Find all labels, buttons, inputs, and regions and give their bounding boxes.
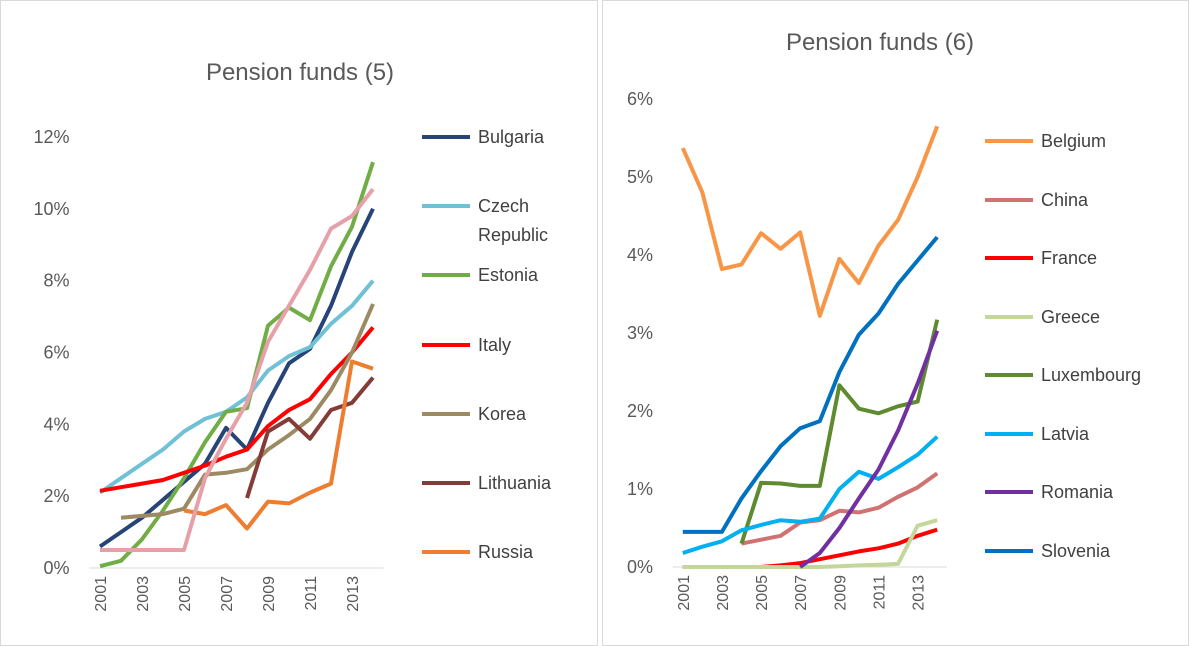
legend-label: Slovenia <box>1041 541 1111 561</box>
x-tick-label: 2005 <box>754 575 771 611</box>
legend-swatch <box>422 135 470 139</box>
legend-label: Russia <box>478 542 534 562</box>
legend-item: Estonia <box>422 261 574 290</box>
series-line <box>682 435 939 555</box>
legend-swatch <box>985 314 1033 319</box>
legend-item: Bulgaria <box>422 123 574 152</box>
legend-item: Greece <box>985 303 1137 332</box>
legend-swatch <box>422 273 470 278</box>
series-line <box>98 207 375 549</box>
legend-label: Bulgaria <box>478 127 545 147</box>
legend-item: Romania <box>985 478 1137 507</box>
series-line <box>99 161 375 569</box>
series-line <box>183 359 374 531</box>
y-tick-label: 8% <box>43 271 69 291</box>
y-tick-label: 0% <box>43 558 69 578</box>
chart-title: Pension funds (6) <box>786 29 974 56</box>
legend-label: Czech Republic <box>478 196 549 246</box>
x-tick-label: 2003 <box>715 575 732 611</box>
x-tick-label: 2009 <box>832 575 849 611</box>
legend-swatch <box>985 139 1033 143</box>
x-tick-label: 2001 <box>93 576 110 612</box>
series-line <box>682 235 939 534</box>
legend-label: Belgium <box>1041 131 1107 151</box>
x-tick-label: 2013 <box>345 576 362 612</box>
legend-label: Lithuania <box>478 472 552 493</box>
series-line <box>99 326 375 493</box>
series-line <box>245 376 375 499</box>
series-line <box>98 279 375 495</box>
legend-label: Greece <box>1041 306 1101 327</box>
legend-label: Italy <box>478 334 512 355</box>
legend-item: Korea <box>422 400 574 429</box>
y-tick-label: 5% <box>627 167 653 187</box>
legend-item: France <box>985 244 1137 273</box>
legend-swatch <box>422 204 470 209</box>
legend-swatch <box>985 431 1033 436</box>
legend-label: China <box>1041 189 1089 210</box>
x-tick-label: 2001 <box>676 575 693 611</box>
legend-label: Latvia <box>1041 423 1090 444</box>
series-line <box>680 125 940 318</box>
legend-swatch <box>985 197 1033 202</box>
legend-label: Korea <box>478 403 527 424</box>
series-line <box>741 471 939 546</box>
series-line <box>120 303 375 520</box>
y-tick-label: 3% <box>627 323 653 343</box>
legend-swatch <box>422 411 470 416</box>
legend-swatch <box>985 549 1033 553</box>
legend-label: Estonia <box>478 265 539 286</box>
legend-item: Czech Republic <box>422 192 574 250</box>
legend-item: China <box>985 186 1137 215</box>
y-tick-label: 4% <box>43 414 69 434</box>
x-tick-label: 2005 <box>177 576 194 612</box>
legend-label: Luxembourg <box>1041 365 1142 386</box>
x-tick-label: 2007 <box>793 575 810 611</box>
legend-swatch <box>422 480 470 485</box>
y-tick-label: 6% <box>43 343 69 363</box>
legend-item: Latvia <box>985 420 1137 449</box>
x-tick-label: 2011 <box>872 575 889 610</box>
x-tick-label: 2009 <box>261 576 278 612</box>
y-tick-label: 2% <box>43 486 69 506</box>
legend-item: Belgium <box>985 127 1137 156</box>
legend-label: France <box>1041 248 1098 269</box>
legend-item: Italy <box>422 331 574 360</box>
legend-swatch <box>985 373 1033 378</box>
x-tick-label: 2011 <box>303 576 320 611</box>
legend-item: Russia <box>422 538 574 567</box>
legend-item: Slovenia <box>985 537 1137 566</box>
series-line <box>799 330 940 569</box>
legend-swatch <box>422 342 470 347</box>
legend-swatch <box>985 256 1033 261</box>
y-tick-label: 10% <box>33 199 69 219</box>
legend-label: Romania <box>1041 482 1114 503</box>
y-tick-label: 4% <box>627 245 653 265</box>
x-tick-label: 2003 <box>135 576 152 612</box>
series-line <box>682 518 938 569</box>
legend-item: Luxembourg <box>985 361 1142 390</box>
legend-swatch <box>985 490 1033 495</box>
y-tick-label: 0% <box>627 557 653 577</box>
legend-swatch <box>422 550 470 554</box>
legend-item: Lithuania <box>422 469 574 498</box>
chart-title: Pension funds (5) <box>206 59 394 86</box>
x-tick-label: 2013 <box>911 575 928 611</box>
y-tick-label: 2% <box>627 401 653 421</box>
x-tick-label: 2007 <box>219 576 236 612</box>
y-tick-label: 12% <box>33 127 69 147</box>
series-line <box>100 187 375 552</box>
series-line <box>739 319 940 545</box>
y-tick-label: 6% <box>627 89 653 109</box>
y-tick-label: 1% <box>627 479 653 499</box>
